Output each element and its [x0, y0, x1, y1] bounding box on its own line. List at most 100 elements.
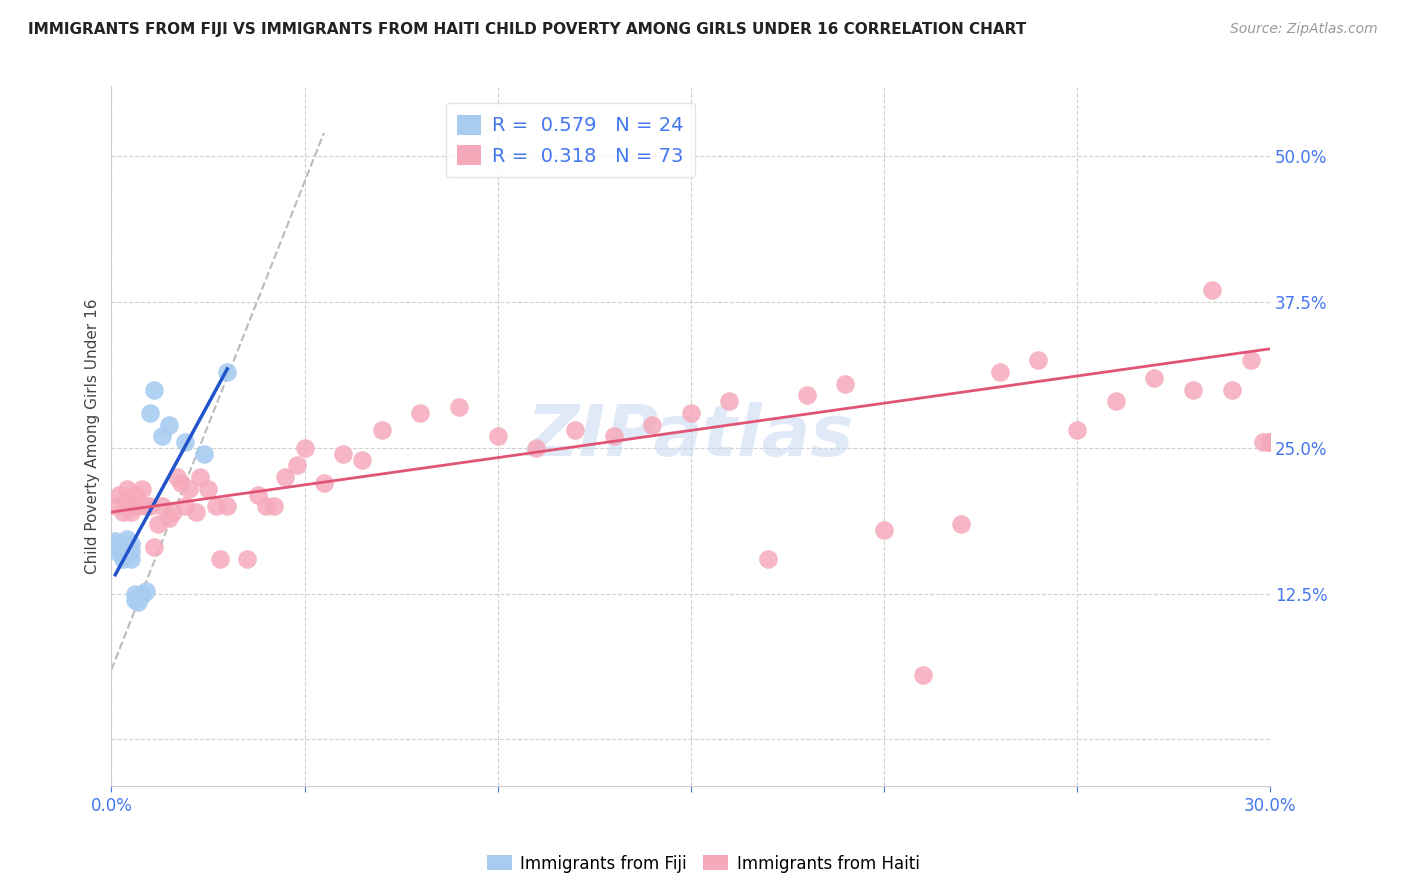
Point: [486, 429, 509, 443]
Point: [197, 482, 219, 496]
Point: [1258, 435, 1281, 450]
Point: [135, 584, 157, 599]
Point: [524, 441, 547, 455]
Point: [104, 534, 127, 549]
Point: [135, 500, 157, 514]
Point: [120, 543, 142, 558]
Point: [641, 417, 664, 432]
Point: [312, 475, 335, 490]
Point: [173, 500, 195, 514]
Point: [602, 429, 624, 443]
Point: [263, 500, 285, 514]
Point: [332, 447, 354, 461]
Point: [162, 505, 184, 519]
Point: [131, 588, 153, 602]
Point: [679, 406, 702, 420]
Point: [1181, 383, 1204, 397]
Point: [1258, 435, 1281, 450]
Point: [294, 441, 316, 455]
Point: [188, 470, 211, 484]
Point: [127, 500, 149, 514]
Point: [1258, 435, 1281, 450]
Point: [108, 536, 131, 550]
Point: [235, 551, 257, 566]
Point: [170, 475, 193, 490]
Point: [873, 523, 896, 537]
Point: [115, 493, 138, 508]
Point: [186, 505, 208, 519]
Point: [1258, 435, 1281, 450]
Point: [150, 429, 173, 443]
Point: [1220, 383, 1243, 397]
Point: [449, 400, 471, 414]
Y-axis label: Child Poverty Among Girls Under 16: Child Poverty Among Girls Under 16: [86, 299, 100, 574]
Point: [1258, 435, 1281, 450]
Point: [1201, 284, 1223, 298]
Point: [173, 435, 195, 450]
Point: [120, 551, 142, 566]
Point: [204, 500, 226, 514]
Text: ZIPatlas: ZIPatlas: [527, 401, 855, 471]
Point: [157, 417, 180, 432]
Point: [142, 540, 165, 554]
Point: [1258, 435, 1281, 450]
Point: [217, 365, 239, 379]
Point: [217, 500, 239, 514]
Point: [124, 592, 146, 607]
Point: [371, 424, 394, 438]
Point: [1105, 394, 1128, 409]
Point: [1258, 435, 1281, 450]
Point: [352, 452, 374, 467]
Point: [146, 516, 169, 531]
Point: [131, 482, 153, 496]
Legend: Immigrants from Fiji, Immigrants from Haiti: Immigrants from Fiji, Immigrants from Ha…: [479, 848, 927, 880]
Point: [409, 406, 432, 420]
Point: [988, 365, 1011, 379]
Point: [1258, 435, 1281, 450]
Point: [127, 591, 149, 605]
Point: [1143, 371, 1166, 385]
Point: [115, 546, 138, 560]
Point: [108, 487, 131, 501]
Point: [756, 551, 779, 566]
Point: [120, 536, 142, 550]
Point: [247, 487, 270, 501]
Point: [150, 500, 173, 514]
Point: [1251, 435, 1274, 450]
Text: Source: ZipAtlas.com: Source: ZipAtlas.com: [1230, 22, 1378, 37]
Point: [254, 500, 277, 514]
Point: [166, 470, 188, 484]
Point: [115, 532, 138, 546]
Point: [120, 505, 142, 519]
Point: [104, 540, 127, 554]
Point: [124, 487, 146, 501]
Point: [111, 505, 134, 519]
Point: [124, 587, 146, 601]
Point: [142, 383, 165, 397]
Point: [193, 447, 215, 461]
Point: [111, 540, 134, 554]
Point: [1240, 353, 1263, 368]
Point: [104, 500, 127, 514]
Point: [108, 546, 131, 560]
Point: [1066, 424, 1088, 438]
Point: [139, 406, 162, 420]
Point: [139, 500, 162, 514]
Point: [950, 516, 973, 531]
Point: [834, 376, 856, 391]
Point: [127, 595, 149, 609]
Point: [157, 511, 180, 525]
Point: [1258, 435, 1281, 450]
Legend: R =  0.579   N = 24, R =  0.318   N = 73: R = 0.579 N = 24, R = 0.318 N = 73: [446, 103, 696, 178]
Point: [120, 500, 142, 514]
Point: [111, 551, 134, 566]
Point: [208, 551, 231, 566]
Point: [1028, 353, 1050, 368]
Point: [177, 482, 200, 496]
Point: [564, 424, 586, 438]
Point: [285, 458, 308, 473]
Point: [911, 668, 934, 682]
Point: [274, 470, 297, 484]
Text: IMMIGRANTS FROM FIJI VS IMMIGRANTS FROM HAITI CHILD POVERTY AMONG GIRLS UNDER 16: IMMIGRANTS FROM FIJI VS IMMIGRANTS FROM …: [28, 22, 1026, 37]
Point: [796, 388, 818, 402]
